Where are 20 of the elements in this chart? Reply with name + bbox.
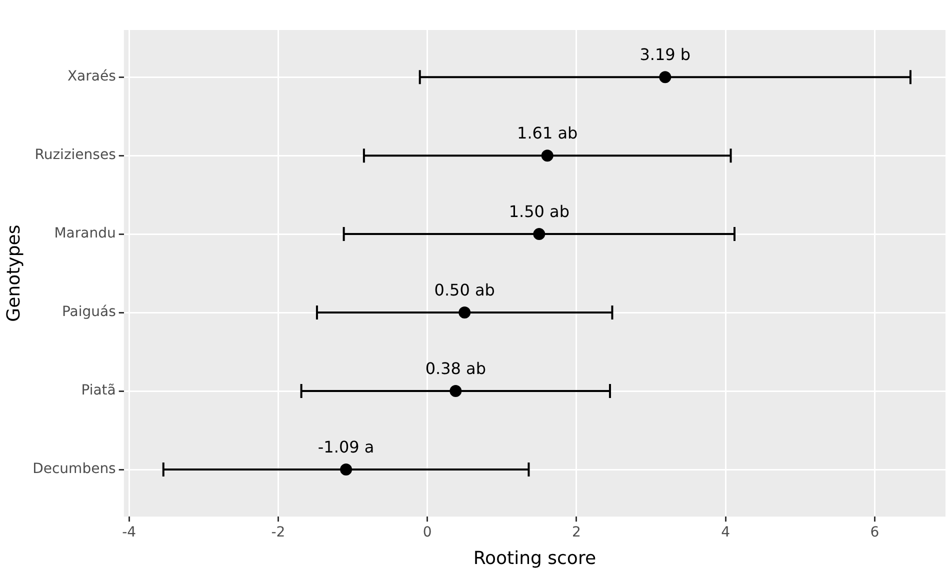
data-label: 1.61 ab [517, 124, 578, 143]
y-tick-label: Piatã [81, 382, 116, 399]
data-label: 3.19 b [640, 45, 691, 64]
y-tick-label: Decumbens [32, 461, 116, 478]
x-tick-label: 6 [870, 524, 880, 541]
x-axis-title: Rooting score [473, 548, 596, 569]
x-tick-label: 4 [721, 524, 730, 541]
y-tick-label: Paiguás [62, 304, 116, 320]
x-tick-label: 2 [572, 524, 581, 541]
x-tick-label: -4 [122, 524, 136, 541]
y-tick-label: Marandu [54, 226, 116, 242]
y-axis-title: Genotypes [3, 224, 24, 322]
x-tick-label: -2 [271, 524, 286, 541]
y-tick-label: Xaraés [67, 68, 116, 85]
data-label: -1.09 a [318, 438, 374, 457]
data-label: 0.38 ab [425, 359, 486, 378]
y-tick-label: Ruzizienses [34, 147, 116, 164]
data-label: 1.50 ab [508, 202, 570, 222]
data-label: 0.50 ab [434, 280, 495, 300]
x-tick-label: 0 [422, 524, 432, 541]
